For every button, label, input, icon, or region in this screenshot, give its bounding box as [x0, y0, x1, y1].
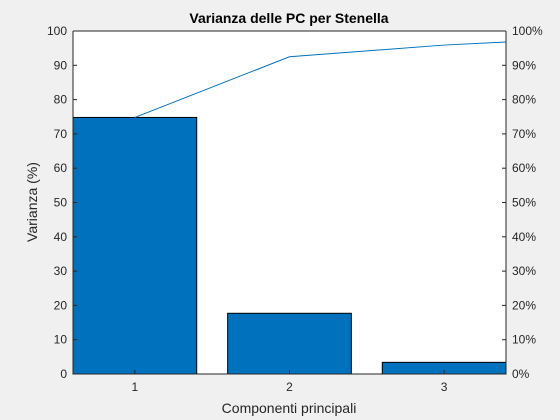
y2-tick-label-9: 90%	[512, 58, 536, 72]
bar-1	[72, 116, 198, 375]
y-tick-label-60: 60	[54, 161, 68, 175]
y-ticks-group: 0 10 20 30 40 50 60 70 80 90 100	[47, 24, 77, 381]
y-tick-label-0: 0	[60, 367, 67, 381]
y-tick-label-40: 40	[54, 230, 68, 244]
y2-tick-label-0: 0%	[512, 367, 530, 381]
y2-tick-label-1: 10%	[512, 333, 536, 347]
chart-title: Varianza delle PC per Stenella	[189, 10, 388, 26]
y-tick-label-70: 70	[54, 127, 68, 141]
x-ticks-group: 1 2 3	[132, 370, 448, 394]
x-tick-label-2: 2	[286, 380, 293, 394]
y2-tick-label-6: 60%	[512, 161, 536, 175]
y-axis-label: Varianza (%)	[24, 162, 40, 242]
x-tick-label-1: 1	[132, 380, 139, 394]
y-tick-label-30: 30	[54, 264, 68, 278]
x-tick-label-3: 3	[441, 380, 448, 394]
y-tick-label-10: 10	[54, 333, 68, 347]
cumulative-line	[134, 41, 507, 118]
y2-tick-label-8: 80%	[512, 93, 536, 107]
bar-2	[227, 312, 352, 375]
y-tick-label-20: 20	[54, 298, 68, 312]
y2-ticks-group: 0% 10% 20% 30% 40% 50% 60% 70% 80% 90% 100%	[502, 24, 543, 381]
y-tick-label-50: 50	[54, 196, 68, 210]
x-axis-label: Componenti principali	[222, 400, 357, 416]
y-tick-label-80: 80	[54, 93, 68, 107]
y2-tick-label-4: 40%	[512, 230, 536, 244]
y2-tick-label-5: 50%	[512, 196, 536, 210]
y-tick-label-100: 100	[47, 24, 67, 38]
y2-tick-label-3: 30%	[512, 264, 536, 278]
y2-tick-label-7: 70%	[512, 127, 536, 141]
y2-tick-label-2: 20%	[512, 298, 536, 312]
cumulative-line-group	[134, 41, 507, 118]
y2-tick-label-10: 100%	[512, 24, 543, 38]
y-tick-label-90: 90	[54, 58, 68, 72]
